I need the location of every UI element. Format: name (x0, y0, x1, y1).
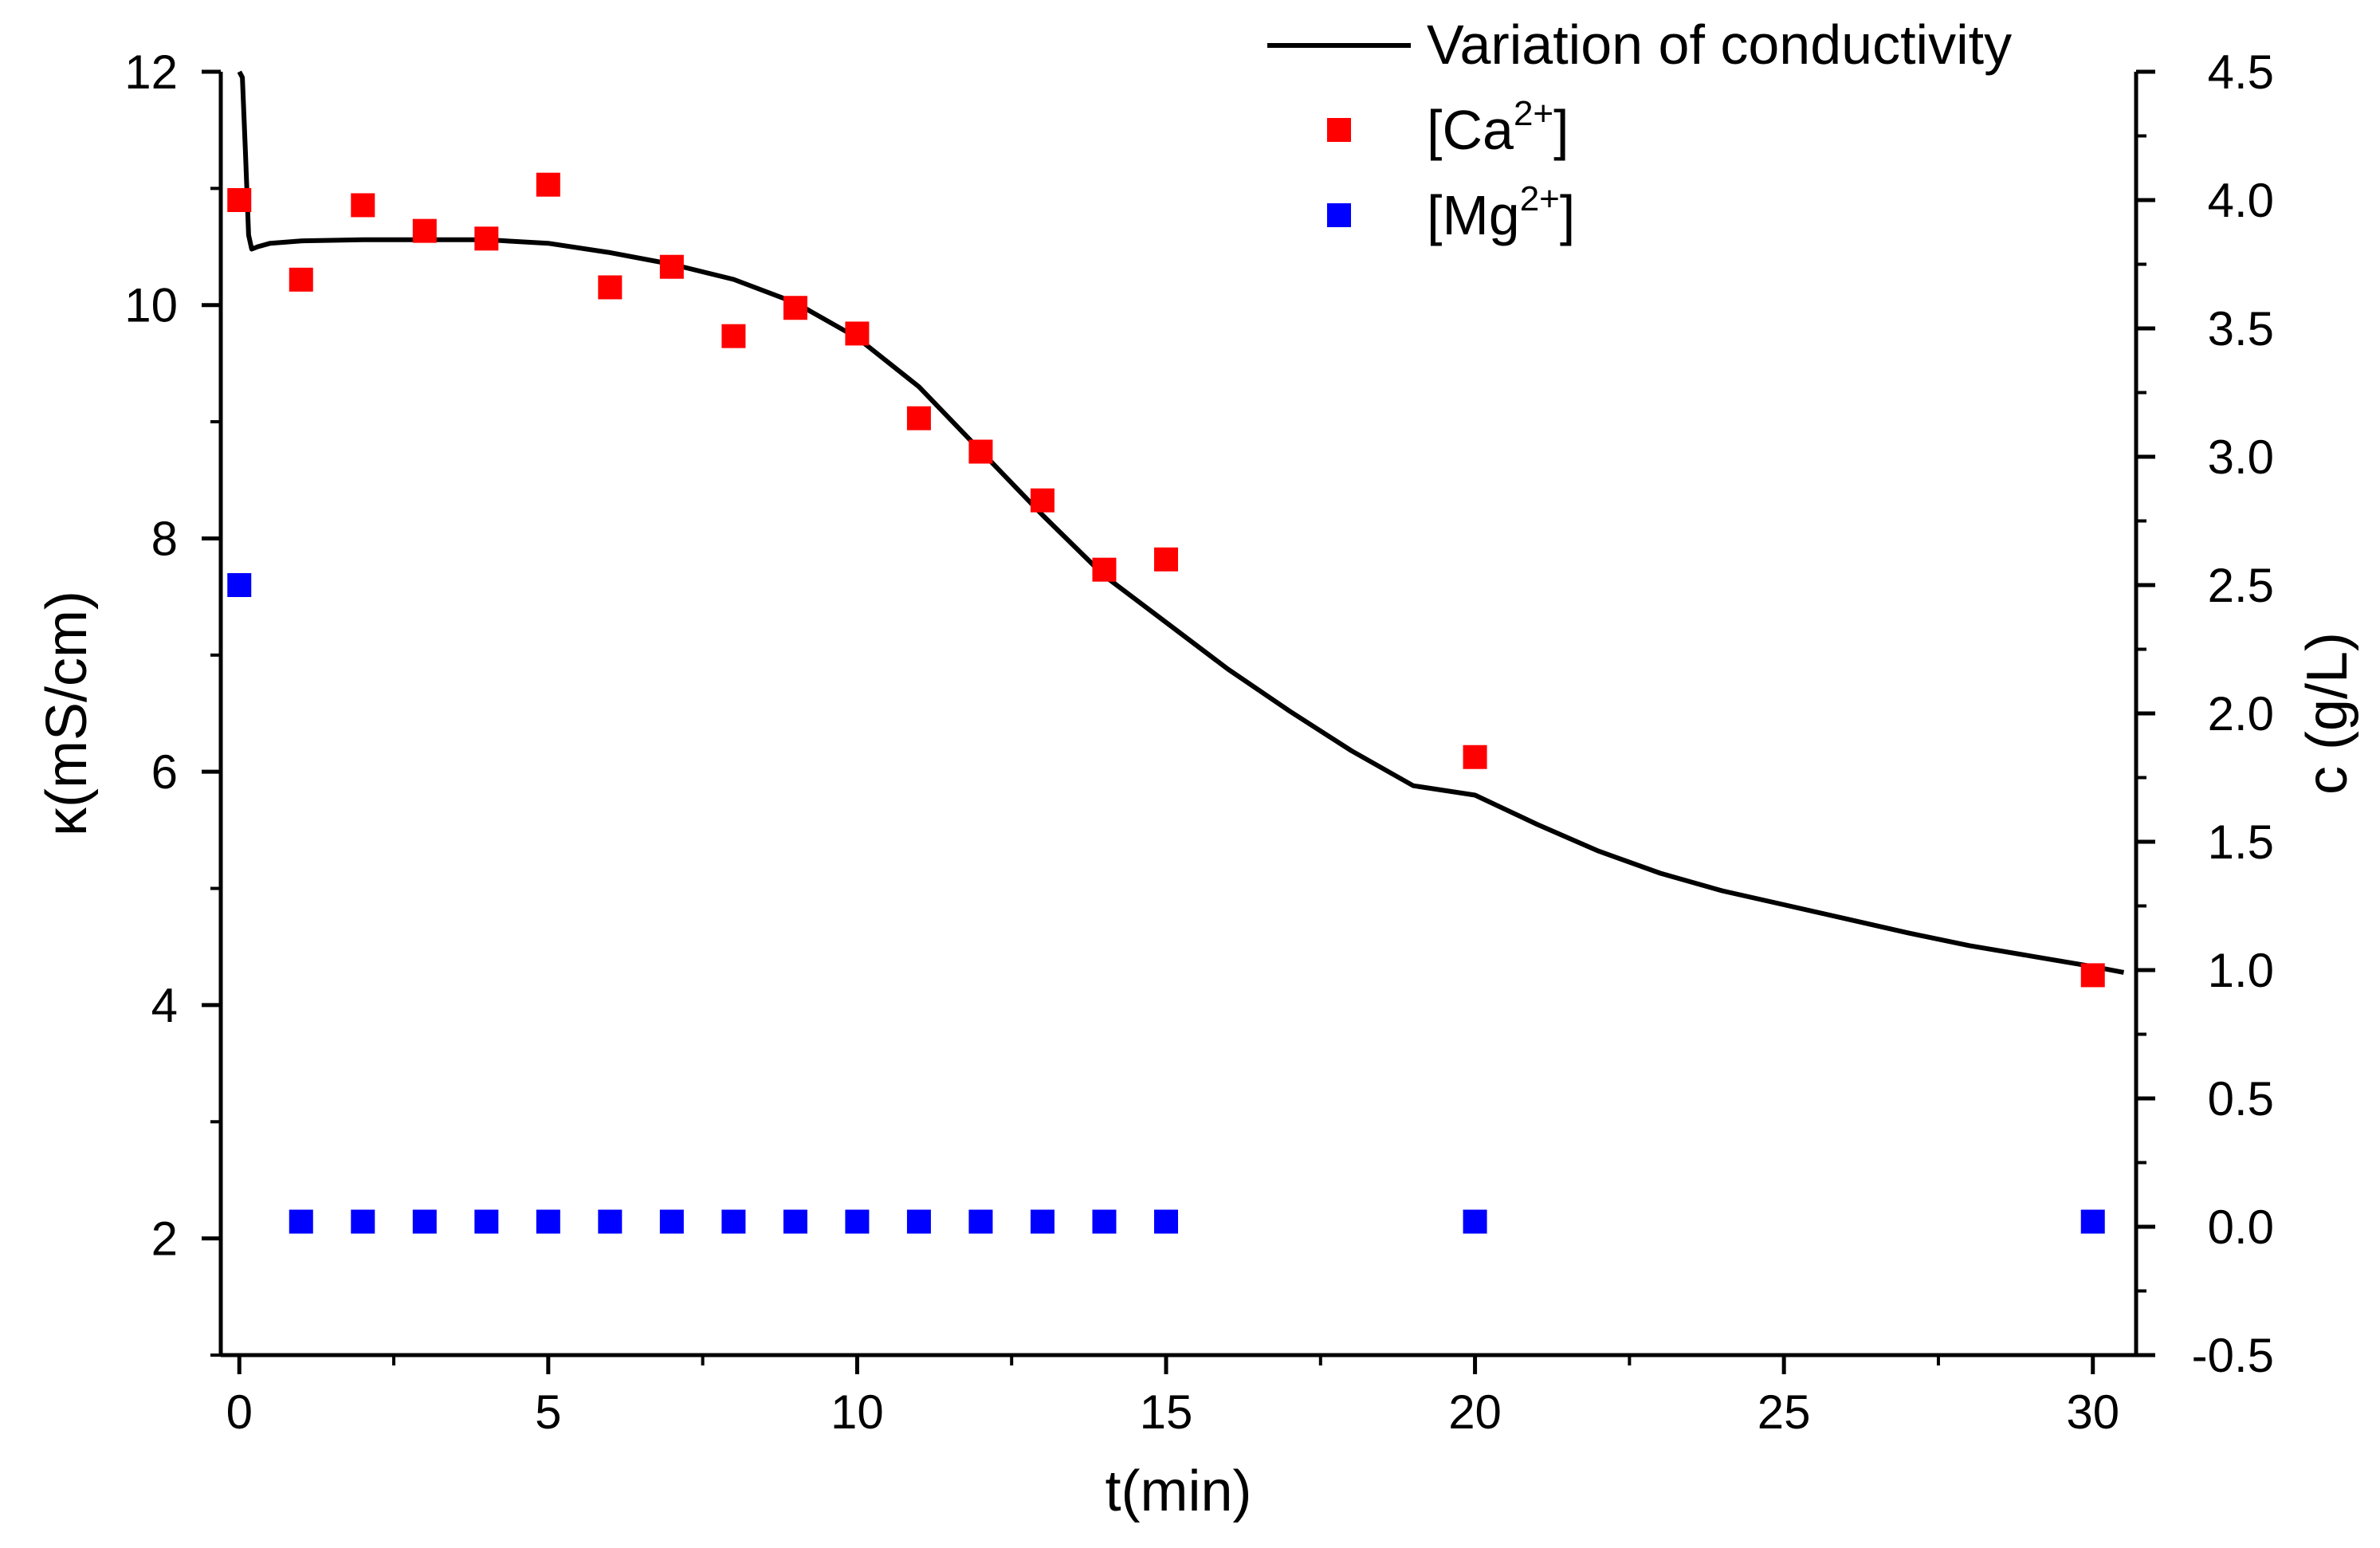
legend-label-conductivity: Variation of conductivity (1427, 14, 2012, 76)
mg-point (845, 1209, 870, 1234)
legend-label-mg-main: [Mg (1427, 184, 1520, 246)
y-right-tick-label: 4.0 (2208, 174, 2274, 227)
legend-label-ca-main: [Ca (1427, 99, 1514, 161)
ca-point (1153, 547, 1178, 572)
ca-point (1030, 488, 1055, 513)
x-tick-label: 20 (1448, 1385, 1502, 1439)
mg-point (351, 1209, 375, 1234)
y-left-axis-title: κ(mS/cm) (35, 591, 99, 836)
ticks: 0 5 10 15 20 25 30 2 4 6 8 10 12 -0.5 0.0 0.5 1.0 1.5 2.0 2… (124, 45, 2274, 1439)
x-tick-label: 5 (535, 1385, 561, 1439)
mg-point (2080, 1209, 2105, 1234)
legend-label-ca: [Ca2+] (1427, 94, 1569, 161)
legend: Variation of conductivity [Ca2+] [Mg2+] (1267, 14, 2012, 246)
y-right-tick-label: 3.0 (2208, 430, 2274, 484)
y-right-tick-label: -0.5 (2192, 1329, 2274, 1382)
mg-point (1030, 1209, 1055, 1234)
legend-label-ca-superscript: 2+ (1514, 94, 1553, 133)
mg-point (227, 573, 252, 597)
mg-point (1092, 1209, 1117, 1234)
axes (218, 72, 2138, 1357)
legend-label-mg: [Mg2+] (1427, 179, 1575, 246)
legend-label-mg-superscript: 2+ (1520, 179, 1560, 218)
conductivity-line (237, 70, 2125, 975)
mg-point (536, 1209, 560, 1234)
x-tick-label: 0 (226, 1385, 253, 1439)
ca-point (2080, 963, 2105, 988)
y-right-tick-label: 4.5 (2208, 45, 2274, 99)
ca-point (845, 321, 870, 346)
ca-point (783, 296, 807, 320)
x-tick-label: 25 (1758, 1385, 1811, 1439)
ca-point (906, 406, 931, 430)
y-left-tick-label: 10 (124, 279, 178, 332)
mg-point (1463, 1209, 1487, 1234)
y-left-tick-label: 12 (124, 45, 178, 99)
ca-point (351, 193, 375, 218)
x-tick-label: 15 (1140, 1385, 1193, 1439)
ca-point (968, 439, 993, 464)
ca-point (289, 267, 313, 292)
y-left-tick-label: 2 (151, 1212, 178, 1266)
mg-point (598, 1209, 622, 1234)
series (227, 70, 2125, 1234)
y-right-tick-label: 2.0 (2208, 687, 2274, 741)
y-left-tick-label: 8 (151, 512, 178, 565)
ca-point (598, 275, 622, 300)
legend-label-mg-end: ] (1560, 184, 1575, 246)
mg-point (412, 1209, 437, 1234)
mg-point (289, 1209, 313, 1234)
ca-point (474, 226, 499, 251)
legend-label-ca-end: ] (1553, 99, 1569, 161)
ca-point (536, 172, 560, 197)
ca-point (721, 324, 746, 348)
mg-point (1153, 1209, 1178, 1234)
y-right-tick-label: 2.5 (2208, 559, 2274, 612)
ca-point (227, 188, 252, 212)
ca-point (412, 218, 437, 243)
x-tick-label: 30 (2066, 1385, 2119, 1439)
mg-point (721, 1209, 746, 1234)
mg-point (659, 1209, 684, 1234)
y-right-axis-title: c (g/L) (2296, 632, 2359, 795)
legend-swatch-ca (1327, 118, 1351, 142)
mg-point (906, 1209, 931, 1234)
y-left-tick-label: 6 (151, 745, 178, 799)
x-tick-label: 10 (831, 1385, 884, 1439)
mg-point (474, 1209, 499, 1234)
y-right-tick-label: 3.5 (2208, 302, 2274, 356)
ca-point (659, 254, 684, 279)
y-right-tick-label: 0.0 (2208, 1200, 2274, 1254)
mg-point (968, 1209, 993, 1234)
y-right-tick-label: 1.5 (2208, 815, 2274, 869)
y-left-tick-label: 4 (151, 979, 178, 1032)
x-axis-title: t(min) (1106, 1460, 1252, 1523)
y-right-tick-label: 0.5 (2208, 1072, 2274, 1126)
y-right-tick-label: 1.0 (2208, 944, 2274, 997)
ca-point (1463, 745, 1487, 769)
mg-point (783, 1209, 807, 1234)
ca-point (1092, 557, 1117, 582)
legend-swatch-mg (1327, 203, 1351, 227)
